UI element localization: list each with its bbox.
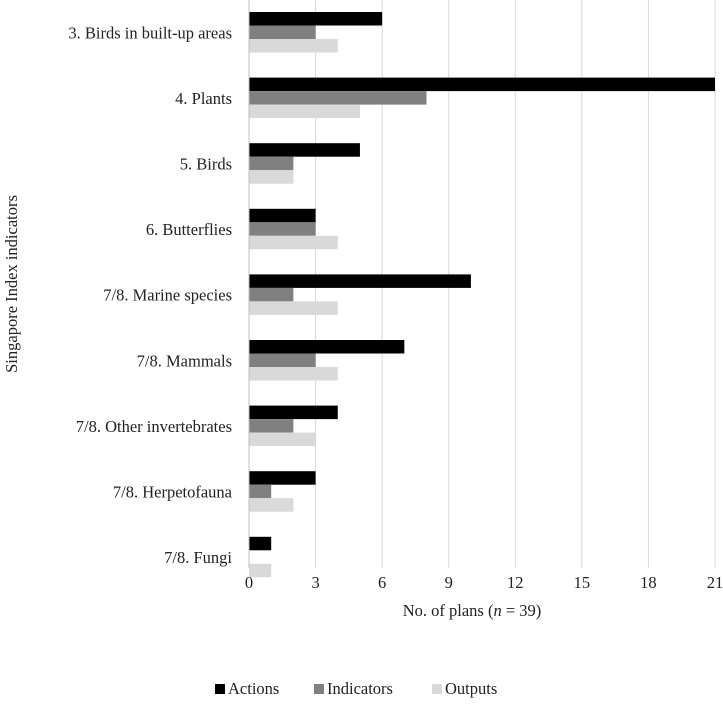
category-label: 6. Butterflies <box>146 220 232 239</box>
bar-actions <box>249 274 471 288</box>
category-label: 7/8. Herpetofauna <box>113 482 233 501</box>
category-label: 7/8. Fungi <box>164 548 232 567</box>
bar-outputs <box>249 367 338 381</box>
category-label: 5. Birds <box>180 154 232 173</box>
bar-actions <box>249 405 338 420</box>
x-axis-ticks: 0 3 6 9 12 15 18 21 <box>245 573 723 592</box>
category-labels: 3. Birds in built-up areas 4. Plants 5. Bi… <box>68 23 232 567</box>
bar-outputs <box>249 301 338 315</box>
category-label: 7/8. Mammals <box>137 351 232 370</box>
x-tick-label: 12 <box>507 573 524 592</box>
bar-actions <box>249 143 360 157</box>
legend-swatch-indicators <box>314 684 324 694</box>
y-axis-title: Singapore Index indicators <box>2 195 21 373</box>
x-tick-label: 15 <box>574 573 591 592</box>
x-axis-title: No. of plans (n = 39) <box>403 601 542 620</box>
bar-indicators <box>249 484 272 499</box>
bar-actions <box>249 12 383 26</box>
bar-indicators <box>249 25 316 39</box>
legend-swatch-actions <box>215 684 225 694</box>
bars <box>249 12 715 578</box>
bar-actions <box>249 208 316 223</box>
bar-actions <box>249 536 272 551</box>
x-tick-label: 21 <box>707 573 723 592</box>
legend: Actions Indicators Outputs <box>215 679 497 698</box>
category-label: 4. Plants <box>175 89 232 108</box>
bar-actions <box>249 340 405 354</box>
bar-outputs <box>249 235 338 250</box>
bar-indicators <box>249 353 316 367</box>
bar-indicators <box>249 91 427 105</box>
bar-outputs <box>249 39 338 53</box>
bar-indicators <box>249 287 294 302</box>
bar-indicators <box>249 419 294 433</box>
x-tick-label: 6 <box>378 573 386 592</box>
legend-label-indicators: Indicators <box>327 679 393 698</box>
x-tick-label: 9 <box>445 573 453 592</box>
bar-indicators <box>249 156 294 171</box>
bar-outputs <box>249 170 294 184</box>
x-tick-label: 18 <box>640 573 657 592</box>
x-tick-label: 3 <box>311 573 319 592</box>
x-tick-label: 0 <box>245 573 253 592</box>
bar-actions <box>249 77 715 92</box>
category-label: 3. Birds in built-up areas <box>68 23 232 42</box>
category-label: 7/8. Other invertebrates <box>76 417 232 436</box>
category-label: 7/8. Marine species <box>103 286 232 305</box>
bar-outputs <box>249 104 360 119</box>
bar-outputs <box>249 432 316 447</box>
legend-swatch-outputs <box>432 684 442 694</box>
bar-actions <box>249 471 316 485</box>
bar-outputs <box>249 498 294 512</box>
legend-label-actions: Actions <box>228 679 279 698</box>
bar-outputs <box>249 563 272 578</box>
bar-indicators <box>249 222 316 236</box>
legend-label-outputs: Outputs <box>445 679 497 698</box>
